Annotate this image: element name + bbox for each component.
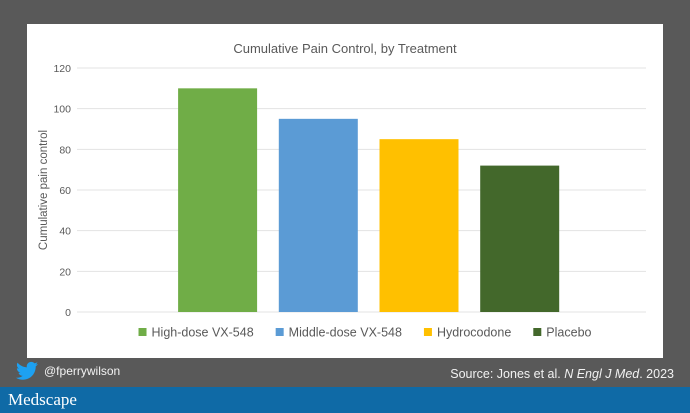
y-tick-labels: 0 20 40 60 80 100 120 — [53, 63, 71, 319]
legend-swatch — [138, 328, 147, 336]
bar-hydrocodone — [379, 139, 459, 312]
medscape-logo: Medscape — [8, 390, 77, 409]
legend-label: Placebo — [546, 326, 591, 340]
source-prefix: Source: Jones et al. — [450, 367, 565, 381]
gridlines — [77, 67, 646, 313]
bar-placebo — [480, 165, 560, 312]
legend-swatch — [423, 328, 432, 336]
bars — [178, 88, 560, 312]
y-tick-label: 120 — [53, 63, 71, 75]
legend-label: High-dose VX-548 — [152, 326, 254, 340]
legend-label: Hydrocodone — [437, 326, 511, 340]
y-tick-label: 100 — [53, 104, 71, 116]
chart-title: Cumulative Pain Control, by Treatment — [233, 41, 457, 56]
bar-high-dose-vx-548 — [178, 88, 258, 312]
y-tick-label: 80 — [59, 144, 71, 156]
bar-middle-dose-vx-548 — [278, 118, 358, 312]
y-tick-label: 20 — [59, 266, 71, 278]
source-suffix: . 2023 — [639, 367, 674, 381]
legend-swatch — [275, 328, 284, 336]
footer-bar: Medscape — [0, 387, 690, 413]
bar-chart: Cumulative Pain Control, by Treatment Cu… — [38, 41, 646, 340]
legend: High-dose VX-548 Middle-dose VX-548 Hydroc… — [138, 326, 592, 340]
twitter-bird-icon — [16, 361, 38, 380]
y-tick-label: 0 — [65, 307, 71, 319]
legend-label: Middle-dose VX-548 — [289, 326, 402, 340]
legend-swatch — [533, 328, 542, 336]
twitter-handle: @fperrywilson — [44, 364, 121, 378]
y-axis-title: Cumulative pain control — [38, 130, 50, 250]
source-citation: Source: Jones et al. N Engl J Med. 2023 — [450, 367, 674, 381]
source-journal: N Engl J Med — [564, 367, 640, 381]
y-tick-label: 40 — [59, 226, 71, 238]
chart-panel: Cumulative Pain Control, by Treatment Cu… — [27, 24, 663, 358]
y-tick-label: 60 — [59, 185, 71, 197]
